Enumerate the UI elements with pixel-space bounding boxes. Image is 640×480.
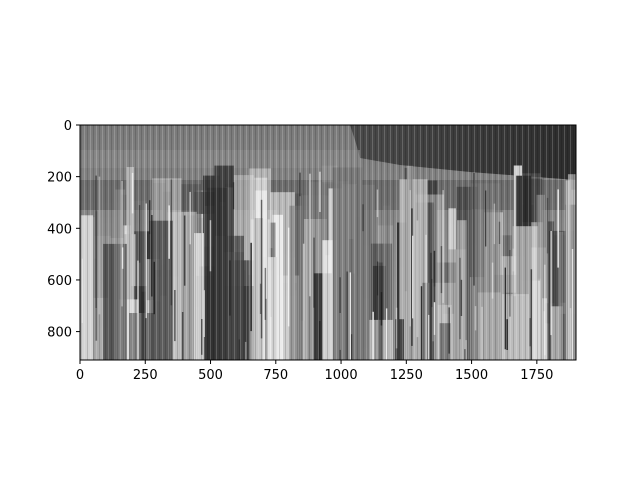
- y-tick-label: 600: [47, 274, 72, 289]
- x-tick-label: 1250: [390, 368, 423, 383]
- blurred-cityscape-image: [80, 125, 576, 360]
- y-tick-label: 200: [47, 171, 72, 186]
- x-tick-label: 0: [76, 368, 84, 383]
- y-tick-label: 0: [64, 119, 72, 134]
- y-tick-label: 800: [47, 326, 72, 341]
- x-tick-label: 1500: [455, 368, 488, 383]
- streak-blur: [464, 349, 466, 360]
- y-axis: 0 200 400 600 800: [47, 119, 80, 341]
- x-tick-label: 1750: [520, 368, 553, 383]
- x-axis: 0 250 500 750 1000 1250 1500 1750: [76, 360, 553, 383]
- x-tick-label: 750: [263, 368, 288, 383]
- x-tick-label: 500: [198, 368, 223, 383]
- y-tick-label: 400: [47, 222, 72, 237]
- axes-frame: [79, 124, 577, 361]
- x-tick-label: 1000: [325, 368, 358, 383]
- x-tick-label: 250: [133, 368, 158, 383]
